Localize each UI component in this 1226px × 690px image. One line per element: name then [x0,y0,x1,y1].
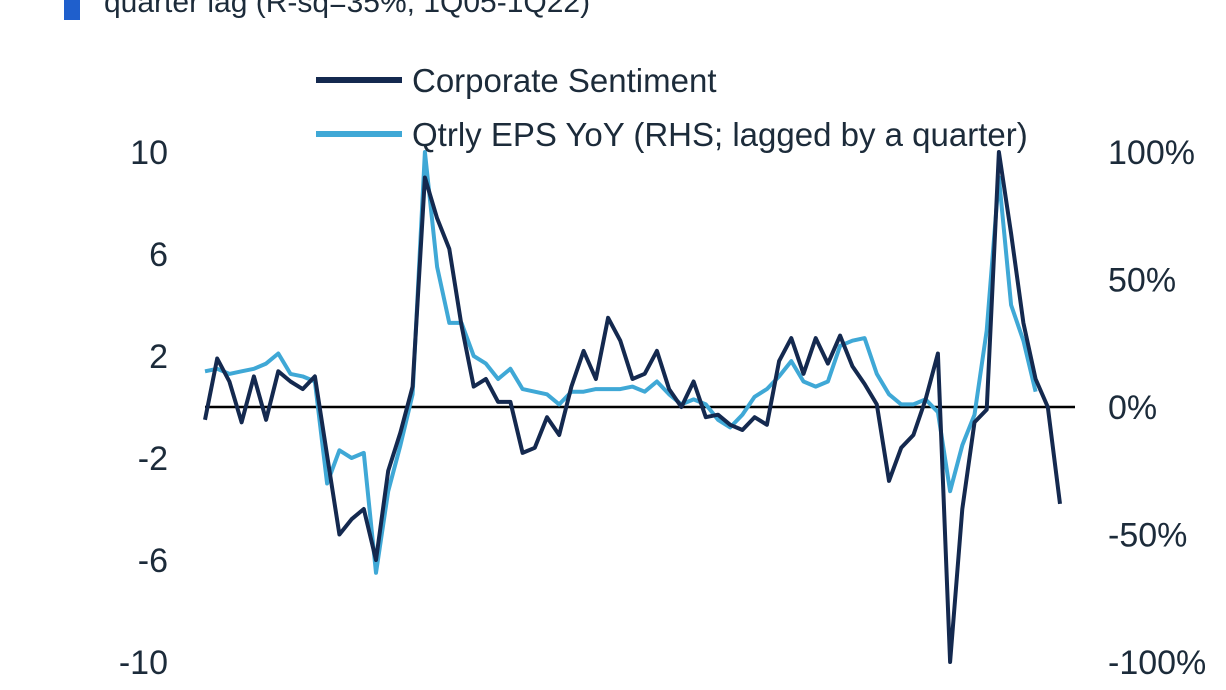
right-tick-label: -50% [1108,517,1187,555]
corporate-sentiment-line [203,150,1062,664]
left-tick-label: -6 [138,542,168,580]
legend-label-eps: Qtrly EPS YoY (RHS; lagged by a quarter) [412,116,1028,153]
eps-yoy-line [204,150,1038,575]
legend: Corporate Sentiment Qtrly EPS YoY (RHS; … [316,62,1028,153]
left-axis-ticks: 10 6 2 -2 -6 -10 [119,134,168,682]
left-tick-label: 2 [149,338,168,376]
header-accent-mark [64,0,80,20]
chart-subtitle: quarter lag (R-sq=35%, 1Q05-1Q22) [104,0,591,19]
right-tick-label: 50% [1108,262,1176,300]
left-tick-label: -10 [119,644,168,682]
left-tick-label: 6 [149,236,168,274]
left-tick-label: -2 [138,440,168,478]
right-tick-label: -100% [1108,644,1206,682]
right-tick-label: 100% [1108,134,1195,172]
left-tick-label: 10 [130,134,168,172]
legend-label-corporate: Corporate Sentiment [412,62,717,99]
right-tick-label: 0% [1108,389,1157,427]
right-axis-ticks: 100% 50% 0% -50% -100% [1108,134,1206,682]
